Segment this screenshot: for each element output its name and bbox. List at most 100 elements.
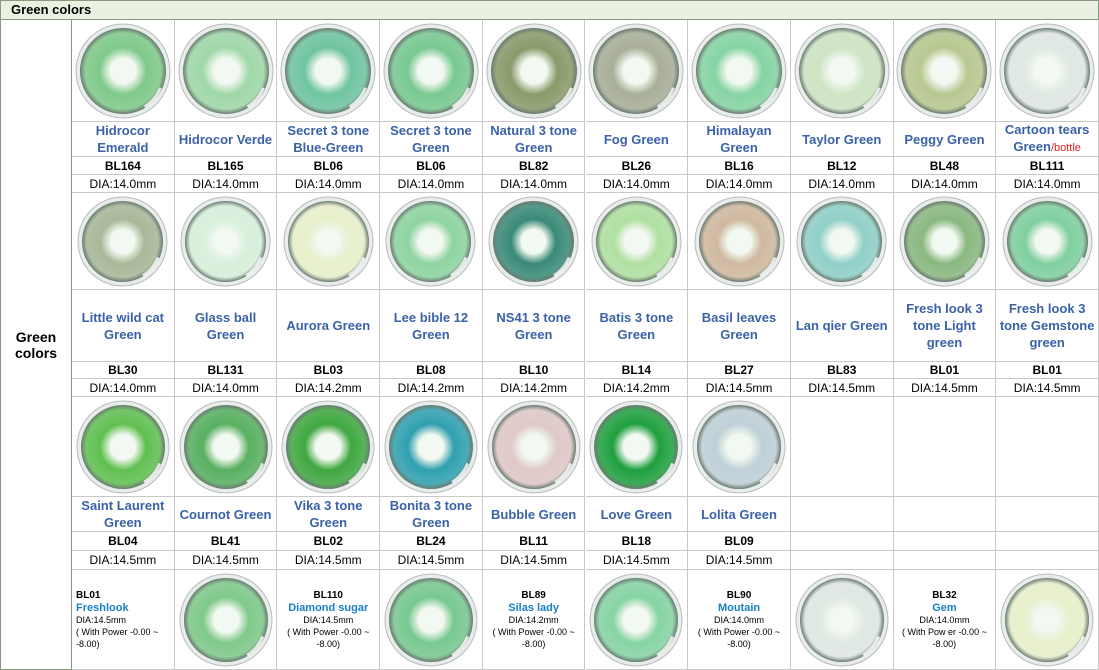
featured-image-cell	[380, 570, 483, 670]
code-cell: BL83	[790, 362, 894, 379]
code-cell: BL16	[688, 157, 791, 175]
lens-image	[1002, 196, 1093, 286]
lens-image	[179, 400, 273, 493]
name-wrap: Natural 3 tone Green	[485, 122, 583, 156]
product-dia: DIA:14.0mm	[397, 176, 465, 191]
product-dia: DIA:14.2mm	[500, 380, 567, 395]
section-header: Green colors	[0, 0, 1099, 20]
dia-cell: DIA:14.0mm	[174, 379, 278, 397]
image-cell	[174, 20, 278, 122]
name-cell: Lolita Green	[688, 497, 791, 532]
featured-power: ( With Power -0.00 ~ -8.00)	[697, 626, 781, 649]
name-cell: Vika 3 tone Green	[277, 497, 381, 532]
product-code: BL10	[518, 363, 549, 377]
product-name: Fresh look 3 tone Light green	[906, 301, 983, 350]
image-cell	[996, 193, 1099, 290]
name-wrap: Love Green	[601, 506, 673, 523]
image-cell	[688, 397, 791, 497]
name-cell: Natural 3 tone Green	[482, 122, 586, 157]
featured-image-cell	[585, 570, 689, 670]
product-dia: DIA:14.5mm	[808, 380, 876, 395]
name-cell: Love Green	[585, 497, 689, 532]
lens-image	[588, 23, 684, 118]
product-code: BL165	[207, 158, 244, 173]
name-wrap: Fresh look 3 tone Light green	[896, 300, 994, 351]
product-name: Love Green	[600, 506, 673, 522]
lens-image	[76, 400, 170, 493]
code-cell: BL164	[72, 157, 175, 175]
featured-name: Freshlook	[76, 601, 129, 614]
dia-cell: DIA:14.5mm	[585, 551, 689, 570]
image-cell	[585, 193, 689, 290]
product-code: BL111	[1029, 158, 1065, 173]
dia-cell: DIA:14.5mm	[688, 551, 791, 570]
lens-image	[180, 196, 271, 286]
lens-image	[486, 23, 582, 118]
product-dia: DIA:14.0mm	[911, 176, 978, 191]
product-name: Cournot Green	[179, 506, 272, 522]
product-name: Little wild cat Green	[81, 309, 165, 342]
product-name: Fresh look 3 tone Gemstone green	[999, 301, 1095, 350]
lens-image	[694, 196, 785, 286]
code-cell: BL30	[72, 362, 175, 379]
product-name: Himalayan Green	[706, 123, 772, 155]
product-name: Secret 3 tone Blue-Green	[287, 123, 370, 155]
product-name: Vika 3 tone Green	[294, 498, 363, 530]
code-cell	[996, 532, 1099, 551]
image-cell	[585, 397, 689, 497]
lens-image	[384, 400, 478, 493]
product-name: Lan qier Green	[795, 318, 888, 333]
name-wrap: Little wild cat Green	[74, 309, 172, 343]
name-wrap: Vika 3 tone Green	[279, 497, 377, 531]
name-wrap: Hidrocor Verde	[179, 131, 272, 148]
product-dia: DIA:14.2mm	[294, 380, 362, 395]
dia-cell	[996, 551, 1099, 570]
product-dia: DIA:14.0mm	[89, 176, 157, 191]
dia-cell: DIA:14.5mm	[174, 551, 278, 570]
name-wrap: Lee bible 12 Green	[382, 309, 480, 343]
dia-cell: DIA:14.5mm	[482, 551, 586, 570]
product-code: BL164	[104, 158, 141, 173]
product-code: BL83	[827, 363, 857, 377]
dia-cell: DIA:14.2mm	[380, 379, 483, 397]
featured-image-cell	[790, 570, 894, 670]
image-cell	[790, 20, 894, 122]
product-name: Glass ball Green	[194, 309, 257, 342]
product-code: BL41	[210, 534, 241, 548]
name-cell: Peggy Green	[893, 122, 997, 157]
name-cell: Cournot Green	[174, 497, 278, 532]
lens-image	[896, 23, 992, 118]
lens-image	[794, 23, 890, 118]
product-dia: DIA:14.0mm	[808, 176, 876, 191]
dia-cell: DIA:14.0mm	[688, 175, 791, 193]
name-cell: Little wild cat Green	[72, 290, 175, 362]
image-cell	[72, 397, 175, 497]
code-cell: BL09	[688, 532, 791, 551]
dia-cell	[790, 551, 894, 570]
featured-name: Gem	[932, 601, 957, 614]
side-label: Green colors	[0, 20, 72, 670]
product-name: Taylor Green	[802, 131, 882, 147]
dia-cell: DIA:14.5mm	[277, 551, 381, 570]
code-cell: BL41	[174, 532, 278, 551]
product-dia: DIA:14.0mm	[500, 176, 567, 191]
dia-cell: DIA:14.0mm	[72, 379, 175, 397]
lens-image	[1000, 573, 1094, 666]
image-cell	[482, 20, 586, 122]
dia-cell: DIA:14.2mm	[277, 379, 381, 397]
name-cell: Fresh look 3 tone Light green	[893, 290, 997, 362]
code-cell: BL11	[482, 532, 586, 551]
name-wrap: Himalayan Green	[690, 122, 788, 156]
name-wrap: Batis 3 tone Green	[588, 309, 686, 343]
product-name: Fog Green	[603, 131, 669, 147]
code-cell: BL24	[380, 532, 483, 551]
name-wrap: Peggy Green	[904, 131, 984, 148]
name-cell: Lan qier Green	[790, 290, 894, 362]
lens-image	[795, 573, 889, 666]
product-dia: DIA:14.5mm	[705, 553, 773, 567]
image-cell	[893, 20, 997, 122]
featured-image-cell	[996, 570, 1099, 670]
name-wrap: Secret 3 tone Green	[382, 122, 480, 156]
name-cell: Himalayan Green	[688, 122, 791, 157]
code-cell: BL26	[585, 157, 689, 175]
